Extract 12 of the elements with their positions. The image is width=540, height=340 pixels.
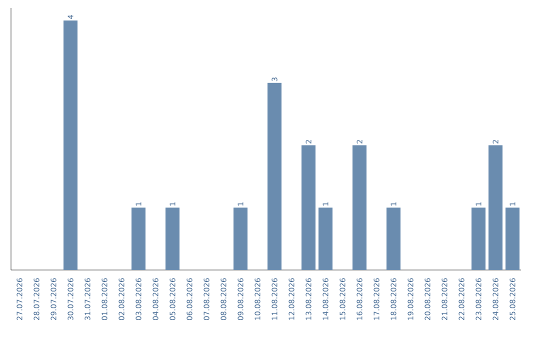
bar — [386, 208, 401, 270]
bar — [234, 208, 248, 270]
bar — [488, 145, 503, 270]
bar — [352, 145, 367, 270]
bar — [302, 145, 316, 270]
bar — [166, 208, 180, 270]
bar — [132, 208, 146, 270]
bar — [506, 208, 520, 270]
bar — [268, 82, 282, 270]
bar — [64, 20, 78, 270]
bar — [472, 208, 486, 270]
bar — [318, 208, 333, 270]
